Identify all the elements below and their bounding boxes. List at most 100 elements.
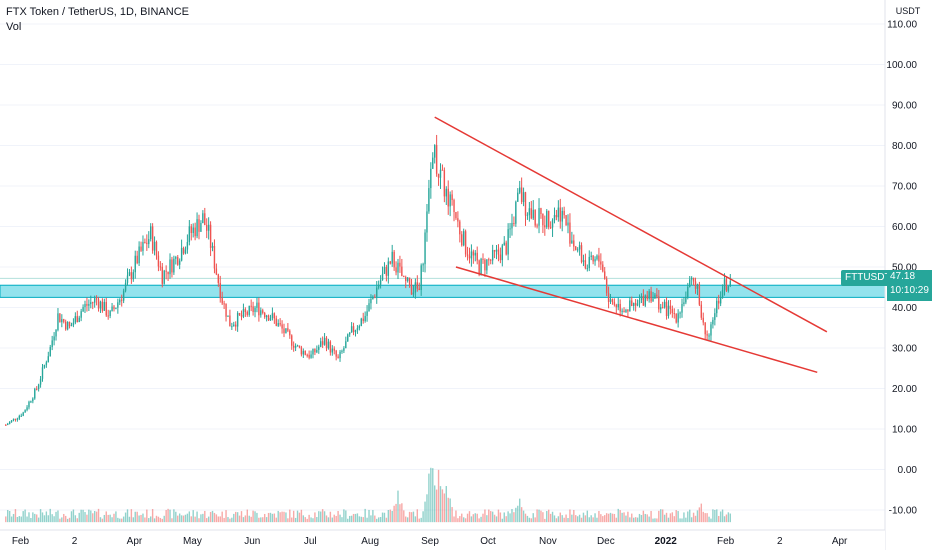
volume-bar xyxy=(393,505,395,523)
volume-bar xyxy=(186,513,189,523)
volume-bar xyxy=(57,510,59,523)
candle-body xyxy=(721,289,724,298)
volume-bar xyxy=(632,517,635,523)
volume-bar xyxy=(586,510,589,523)
volume-bar xyxy=(117,517,119,523)
volume-bar xyxy=(173,509,175,523)
candle-body xyxy=(379,280,382,285)
volume-bar xyxy=(569,509,571,523)
candle-body xyxy=(267,315,270,321)
volume-bar xyxy=(455,510,457,523)
candle-body xyxy=(522,192,525,202)
candle-body xyxy=(37,384,40,389)
volume-bar xyxy=(244,515,247,523)
time-tick-label: Feb xyxy=(12,536,30,547)
volume-indicator-label[interactable]: Vol xyxy=(6,21,22,33)
price-tick-label: -10.00 xyxy=(889,506,918,517)
candle-body xyxy=(501,245,504,261)
volume-bar xyxy=(360,516,362,523)
candle-body xyxy=(565,215,567,226)
candle-body xyxy=(644,295,646,306)
volume-bar xyxy=(26,516,28,523)
price-tick-label: 110.00 xyxy=(887,20,917,31)
volume-bar xyxy=(171,518,173,523)
candle-body xyxy=(609,299,612,302)
volume-bar xyxy=(320,511,322,523)
volume-bar xyxy=(271,513,274,523)
volume-bar xyxy=(439,486,442,523)
candle-body xyxy=(455,212,457,219)
volume-bar xyxy=(265,517,268,523)
candle-body xyxy=(648,291,650,300)
price-tick-label: 40.00 xyxy=(892,303,917,314)
candle-body xyxy=(435,145,438,174)
candle-body xyxy=(704,322,706,335)
volume-bar xyxy=(379,517,382,523)
candle-body xyxy=(453,200,455,213)
candle-body xyxy=(519,187,521,193)
volume-bar xyxy=(478,518,480,523)
candle-body xyxy=(719,297,722,304)
volume-bar xyxy=(204,510,206,523)
candle-body xyxy=(99,301,102,309)
volume-bar xyxy=(211,510,214,523)
candle-body xyxy=(690,277,693,280)
candle-body xyxy=(159,266,162,268)
candle-body xyxy=(718,300,720,304)
chart-title[interactable]: FTX Token / TetherUS, 1D, BINANCE xyxy=(6,6,189,18)
candle-body xyxy=(180,247,183,261)
candle-body xyxy=(376,287,378,297)
volume-bar xyxy=(629,517,631,523)
volume-bar xyxy=(53,516,55,523)
candle-body xyxy=(515,201,517,224)
candle-body xyxy=(667,305,670,316)
volume-bar xyxy=(200,514,202,523)
candle-body xyxy=(18,415,21,419)
volume-bar xyxy=(708,516,710,523)
volume-bar xyxy=(105,511,107,523)
volume-bar xyxy=(625,515,627,523)
volume-bar xyxy=(169,509,171,523)
volume-bar xyxy=(441,489,444,523)
candle-body xyxy=(300,347,303,355)
candle-body xyxy=(227,315,229,317)
candle-body xyxy=(68,321,71,327)
candle-body xyxy=(229,315,231,327)
volume-bar xyxy=(76,518,78,523)
candle-body xyxy=(389,261,391,264)
candle-body xyxy=(412,292,415,295)
volume-bar xyxy=(140,514,142,523)
candle-body xyxy=(410,285,413,295)
candle-body xyxy=(362,318,364,322)
volume-bar xyxy=(420,517,422,523)
volume-bar xyxy=(530,518,532,523)
volume-bar xyxy=(101,518,104,523)
candle-body xyxy=(725,279,728,291)
volume-bar xyxy=(345,510,347,523)
time-axis[interactable]: Feb 2 Apr May Jun Jul Aug Sep Oct Nov Dec 2022 Feb 2 A… xyxy=(0,529,885,550)
volume-bar xyxy=(221,511,223,523)
candle-body xyxy=(246,312,248,315)
volume-bar xyxy=(613,513,616,523)
candle-body xyxy=(235,324,237,327)
volume-bar xyxy=(368,509,370,523)
time-tick-label: Aug xyxy=(361,536,379,547)
candle-body xyxy=(157,255,160,267)
volume-bar xyxy=(491,511,494,523)
candle-body xyxy=(105,302,107,316)
candle-body xyxy=(385,266,388,276)
volume-bar xyxy=(534,517,536,523)
volume-bar xyxy=(323,511,326,523)
candle-body xyxy=(588,256,590,269)
volume-bar xyxy=(182,515,185,523)
volume-bar xyxy=(615,517,618,523)
volume-bar xyxy=(374,515,376,523)
price-tick-label: 20.00 xyxy=(892,384,917,395)
candle-body xyxy=(532,209,534,219)
volume-bar xyxy=(549,513,552,523)
volume-bar xyxy=(304,517,306,523)
volume-bar xyxy=(453,516,455,523)
candle-body xyxy=(275,318,277,326)
time-tick-label: Oct xyxy=(480,536,496,547)
